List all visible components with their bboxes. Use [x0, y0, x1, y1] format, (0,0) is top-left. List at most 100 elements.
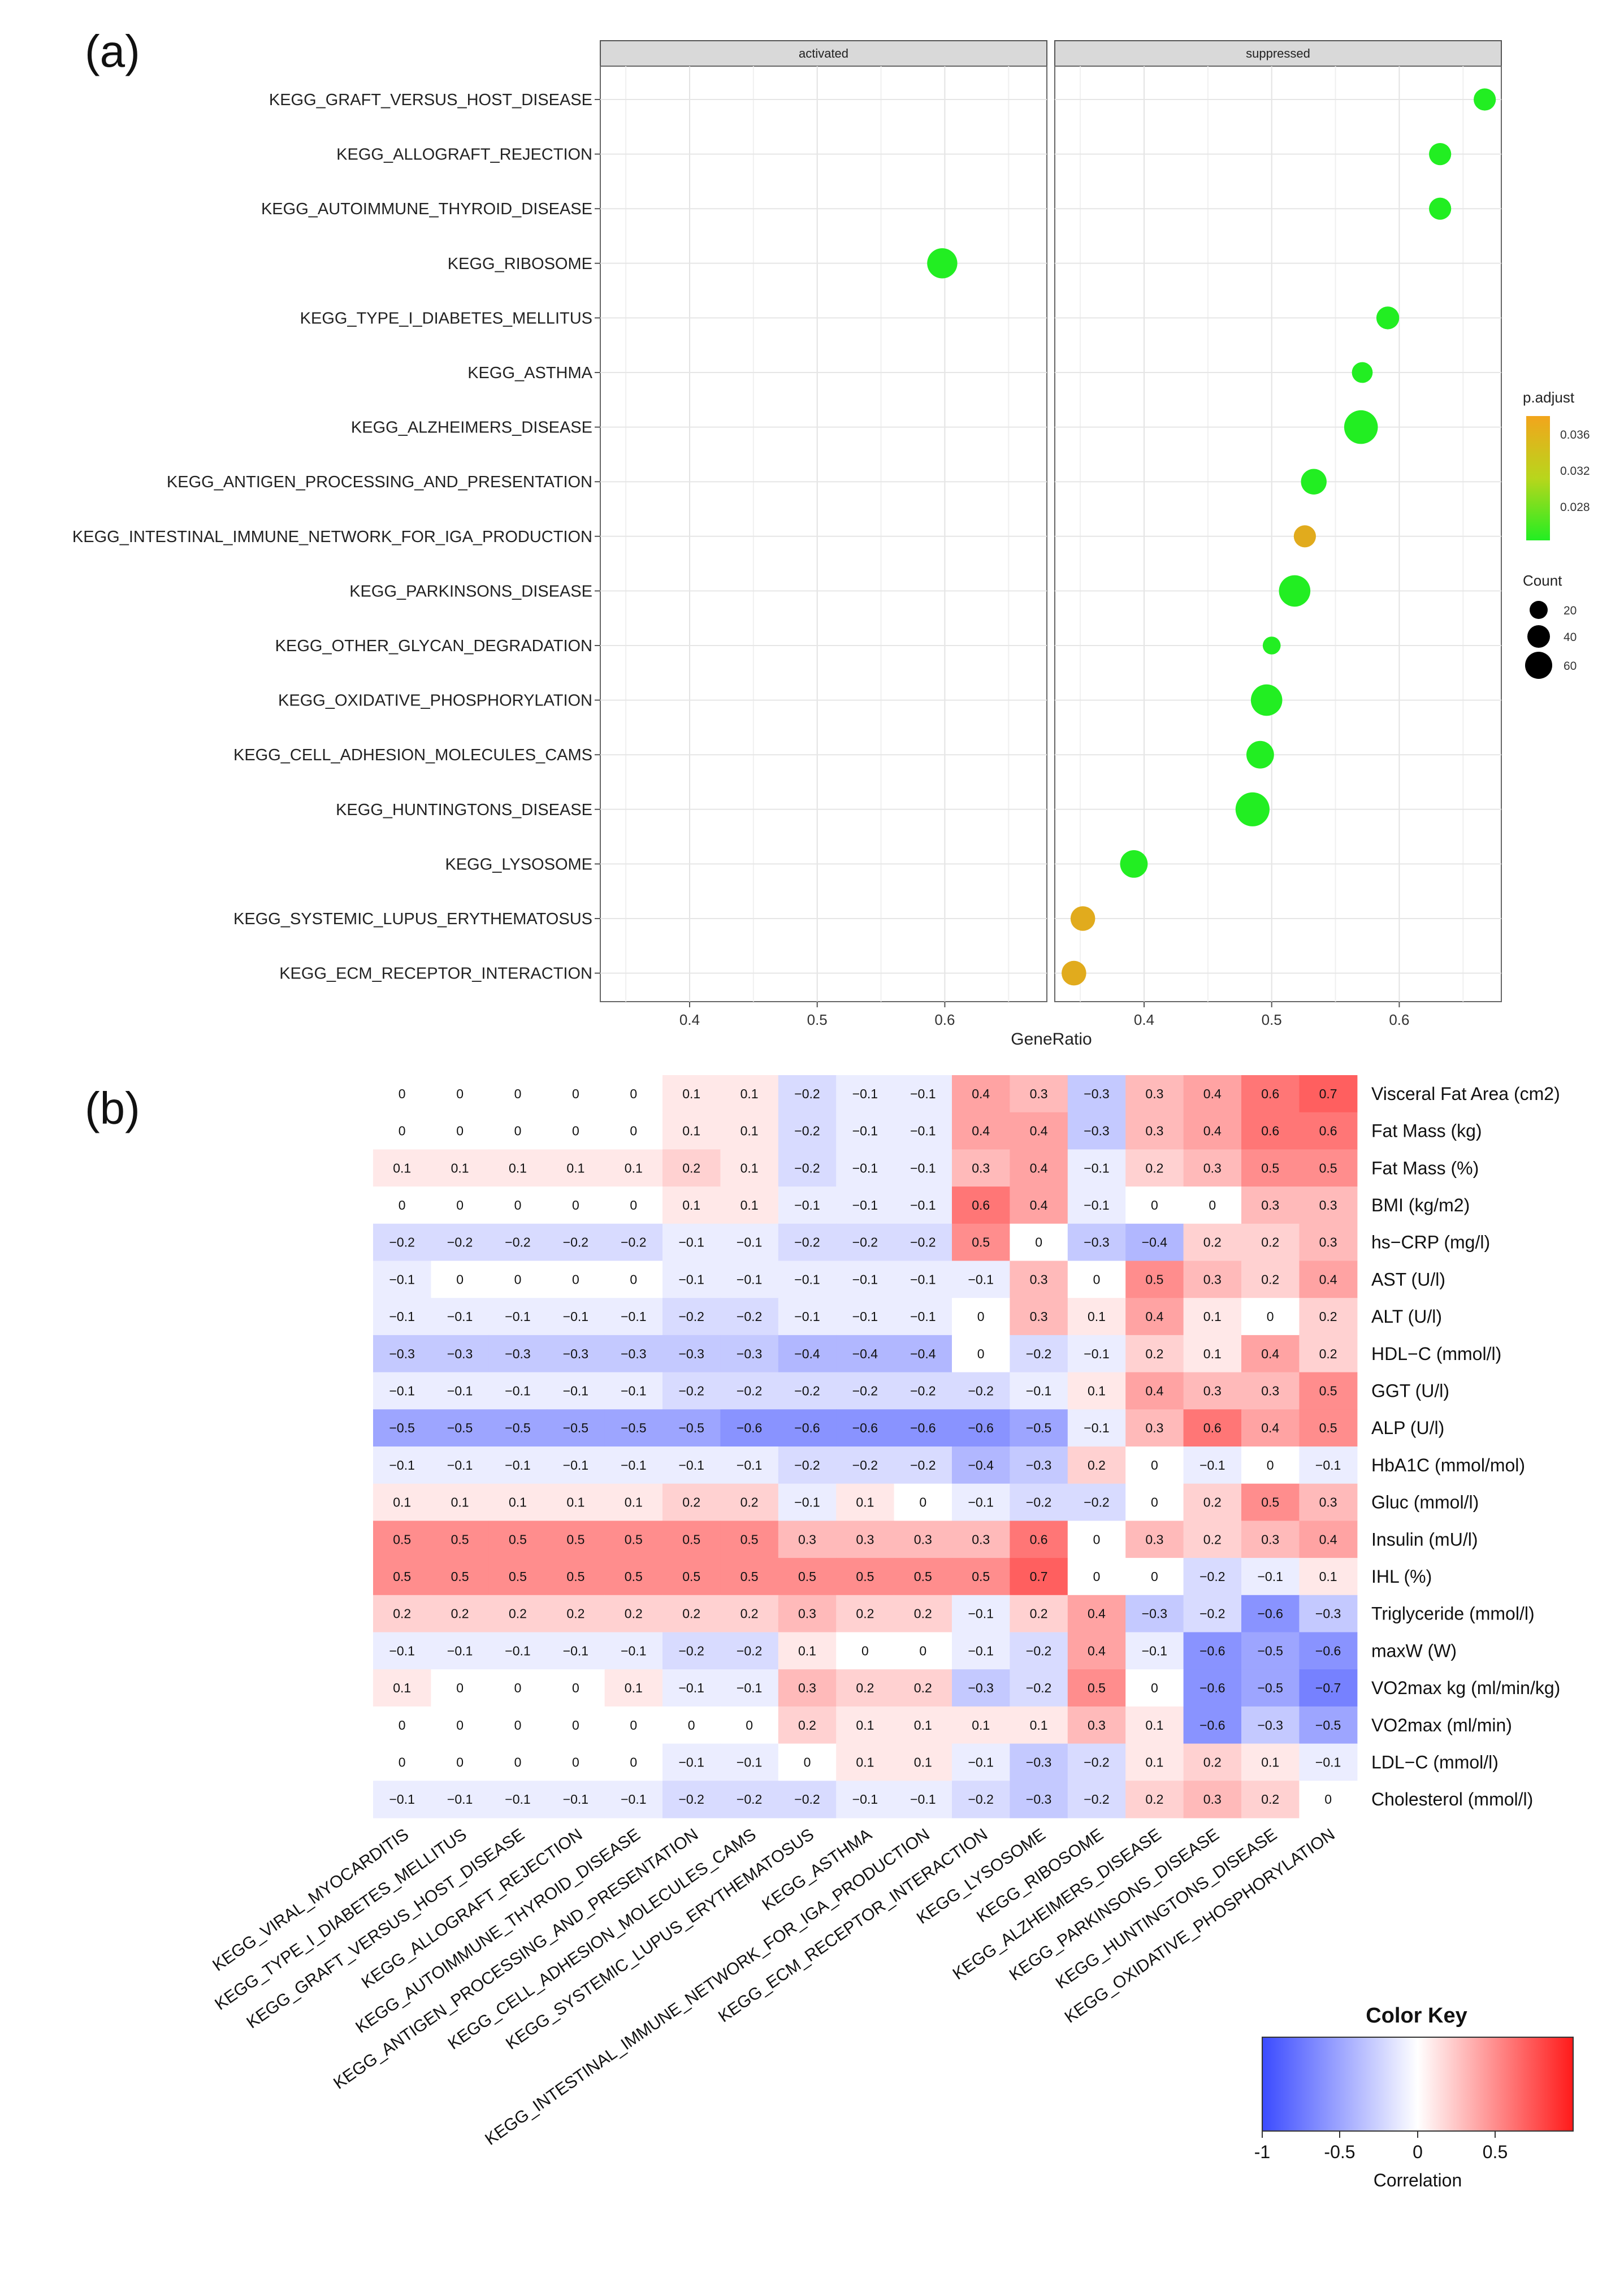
- heatmap-cell-value: −0.4: [968, 1458, 994, 1473]
- x-tick-label: 0.6: [934, 1011, 955, 1028]
- heatmap-cell-value: 0.4: [1319, 1272, 1337, 1287]
- heatmap-cell: [1067, 1335, 1126, 1373]
- heatmap-cell: [662, 1521, 721, 1558]
- heatmap-cell: [1183, 1112, 1242, 1150]
- heatmap-cell: [547, 1409, 605, 1447]
- heatmap-cell: [1067, 1149, 1126, 1187]
- heatmap-cell-value: −0.2: [1199, 1569, 1225, 1584]
- heatmap-cell: [1067, 1409, 1126, 1447]
- heatmap-cell: [604, 1223, 663, 1262]
- heatmap-cell-value: −0.1: [389, 1272, 414, 1287]
- heatmap-cell-value: 0: [572, 1198, 579, 1212]
- heatmap-cell: [836, 1706, 895, 1744]
- heatmap-cell-value: 0.5: [509, 1532, 527, 1547]
- heatmap-cell-value: −0.1: [910, 1272, 936, 1287]
- heatmap-cell: [662, 1075, 721, 1113]
- heatmap-cell-value: −0.2: [794, 1124, 820, 1138]
- heatmap-cell-value: −0.1: [737, 1272, 762, 1287]
- heatmap-cell: [778, 1558, 837, 1596]
- heatmap-cell: [1067, 1112, 1126, 1150]
- heatmap-cell-value: 0.2: [1145, 1346, 1163, 1361]
- heatmap-cell: [547, 1521, 605, 1558]
- heatmap-cell-value: −0.3: [1026, 1458, 1051, 1473]
- heatmap-cell: [952, 1558, 1010, 1596]
- heatmap-row-label: GGT (U/l): [1371, 1380, 1449, 1401]
- heatmap-cell: [1299, 1149, 1358, 1187]
- heatmap-cell-value: 0.5: [625, 1569, 643, 1584]
- heatmap-cell: [1299, 1483, 1358, 1521]
- heatmap-cell-value: −0.6: [1199, 1681, 1225, 1695]
- heatmap-cell-value: 0.2: [1203, 1495, 1222, 1510]
- heatmap-cell: [952, 1447, 1010, 1484]
- heatmap-cell: [373, 1261, 431, 1298]
- heatmap-cell-value: 0: [572, 1755, 579, 1770]
- heatmap-value-labels: 0 0 0 0 0 0.1 0.1 −0.2 −0.1 −0.1 0.4 0.3 −0.3 0.3 0.4 0…: [389, 1086, 1341, 1807]
- heatmap-cell-value: 0: [572, 1086, 579, 1101]
- heatmap-cell: [431, 1483, 490, 1521]
- heatmap-cell-value: 0: [514, 1681, 522, 1695]
- heatmap-cell: [720, 1558, 779, 1596]
- heatmap-cell-value: −0.1: [621, 1792, 646, 1807]
- heatmap-cell: [1299, 1372, 1358, 1410]
- heatmap-cell-value: −0.1: [563, 1383, 588, 1398]
- heatmap-cell: [1010, 1409, 1068, 1447]
- heatmap-cell: [1183, 1335, 1242, 1373]
- heatmap-cell: [894, 1521, 952, 1558]
- heatmap-cell: [662, 1149, 721, 1187]
- heatmap-cell: [952, 1223, 1010, 1262]
- heatmap-cell: [604, 1409, 663, 1447]
- size-legend: Count 20 40 60: [1523, 572, 1577, 679]
- heatmap-cell-value: −0.1: [621, 1458, 646, 1473]
- heatmap-cell-value: −0.3: [1084, 1235, 1109, 1250]
- heatmap-cell: [952, 1781, 1010, 1818]
- heatmap-cell: [431, 1706, 490, 1744]
- heatmap-cell: [604, 1706, 663, 1744]
- heatmap-cell: [373, 1743, 431, 1781]
- heatmap-cell-value: −0.6: [910, 1420, 936, 1435]
- heatmap-cell: [1241, 1186, 1300, 1224]
- heatmap-cell-value: 0.1: [914, 1755, 932, 1770]
- x-axis-title: GeneRatio: [1011, 1030, 1092, 1049]
- heatmap-cell-value: −0.1: [505, 1458, 530, 1473]
- heatmap-cell-value: −0.2: [794, 1086, 820, 1101]
- heatmap-cell: [662, 1223, 721, 1262]
- heatmap-cell-value: 0.2: [1088, 1458, 1106, 1473]
- heatmap-cell: [1010, 1706, 1068, 1744]
- heatmap-row-label: LDL−C (mmol/l): [1371, 1752, 1499, 1773]
- heatmap-cell: [952, 1261, 1010, 1298]
- heatmap-cell: [778, 1372, 837, 1410]
- heatmap-cell-value: 0.3: [1203, 1272, 1222, 1287]
- heatmap-cell: [1241, 1706, 1300, 1744]
- heatmap-cell-value: 0.5: [798, 1569, 816, 1584]
- heatmap-cell: [1299, 1743, 1358, 1781]
- heatmap-cell: [720, 1261, 779, 1298]
- heatmap-cell: [720, 1409, 779, 1447]
- heatmap-cell: [894, 1298, 952, 1336]
- heatmap-cell-value: 0.6: [1030, 1532, 1048, 1547]
- heatmap-cell: [1010, 1595, 1068, 1633]
- heatmap-cell: [373, 1595, 431, 1633]
- heatmap-cell-value: 0.2: [682, 1606, 700, 1621]
- heatmap-cell: [373, 1483, 431, 1521]
- heatmap-cell-value: −0.1: [505, 1309, 530, 1324]
- heatmap-cell: [1241, 1149, 1300, 1187]
- heatmap-cell-value: −0.1: [910, 1160, 936, 1175]
- heatmap-cell: [373, 1372, 431, 1410]
- heatmap-cell: [1010, 1447, 1068, 1484]
- heatmap-cell-value: −0.1: [910, 1198, 936, 1212]
- heatmap-cell-value: 0.6: [1261, 1124, 1279, 1138]
- heatmap-cell-value: 0.5: [856, 1569, 874, 1584]
- heatmap-cell-value: −0.1: [1084, 1198, 1109, 1212]
- heatmap-cell: [431, 1335, 490, 1373]
- heatmap-cell: [1183, 1409, 1242, 1447]
- heatmap-cell: [1010, 1261, 1068, 1298]
- heatmap-cell: [1010, 1223, 1068, 1262]
- heatmap-cell-value: 0.2: [1319, 1309, 1337, 1324]
- heatmap-cell-value: 0: [688, 1718, 695, 1733]
- heatmap-row-label: BMI (kg/m2): [1371, 1195, 1470, 1215]
- heatmap-cell: [604, 1632, 663, 1670]
- heatmap-cell: [662, 1781, 721, 1818]
- y-tick-label: KEGG_CELL_ADHESION_MOLECULES_CAMS: [233, 746, 592, 764]
- heatmap-cell: [720, 1075, 779, 1113]
- color-key-tick: -0.5: [1324, 2142, 1355, 2162]
